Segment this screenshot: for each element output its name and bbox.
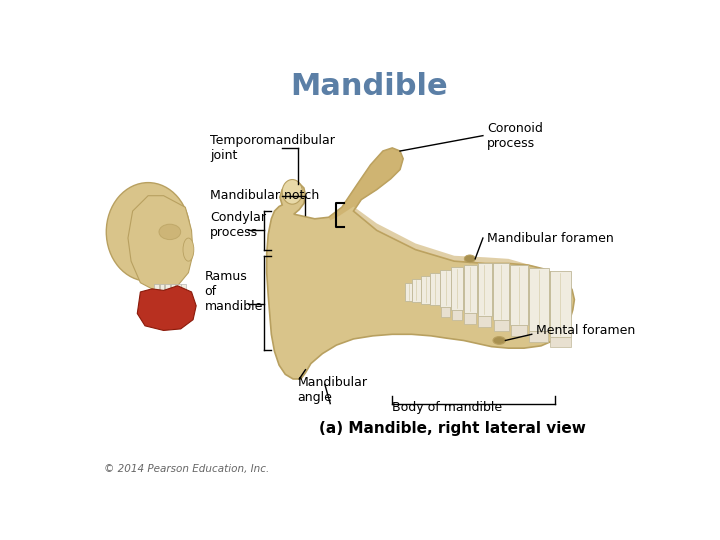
- Text: Mandible: Mandible: [290, 72, 448, 101]
- Bar: [510, 265, 528, 325]
- Text: Coronoid
process: Coronoid process: [487, 122, 543, 150]
- Polygon shape: [266, 148, 575, 379]
- Ellipse shape: [159, 224, 181, 240]
- Ellipse shape: [464, 255, 475, 262]
- Bar: [154, 284, 159, 292]
- Text: Body of mandible: Body of mandible: [392, 401, 503, 414]
- Ellipse shape: [183, 238, 194, 261]
- Polygon shape: [138, 286, 196, 330]
- Bar: [478, 316, 492, 327]
- Bar: [165, 284, 170, 292]
- Bar: [494, 320, 508, 331]
- Bar: [171, 284, 175, 292]
- Bar: [452, 309, 462, 320]
- Bar: [431, 273, 441, 305]
- Ellipse shape: [107, 183, 190, 281]
- Polygon shape: [329, 148, 544, 269]
- Bar: [549, 271, 571, 336]
- Text: Mandibular
angle: Mandibular angle: [297, 376, 368, 404]
- Bar: [413, 279, 421, 302]
- Bar: [405, 283, 413, 301]
- Text: Mandibular foramen: Mandibular foramen: [487, 232, 613, 245]
- Bar: [441, 307, 451, 318]
- Text: Ramus
of
mandible: Ramus of mandible: [204, 271, 263, 313]
- Text: Temporomandibular
joint: Temporomandibular joint: [210, 134, 335, 162]
- Bar: [510, 325, 527, 336]
- Text: Mandibular notch: Mandibular notch: [210, 189, 320, 202]
- Bar: [464, 313, 476, 323]
- Polygon shape: [128, 195, 193, 291]
- Bar: [477, 264, 492, 316]
- Bar: [421, 276, 431, 303]
- Bar: [160, 284, 164, 292]
- Bar: [464, 265, 477, 313]
- Bar: [493, 264, 509, 320]
- Text: Condylar
process: Condylar process: [210, 211, 266, 239]
- Bar: [528, 268, 549, 331]
- Bar: [529, 331, 548, 342]
- Bar: [181, 284, 186, 292]
- Ellipse shape: [493, 336, 505, 345]
- Text: Mental foramen: Mental foramen: [536, 324, 635, 337]
- Bar: [176, 284, 181, 292]
- Text: © 2014 Pearson Education, Inc.: © 2014 Pearson Education, Inc.: [104, 464, 269, 474]
- Bar: [441, 269, 451, 307]
- Bar: [451, 267, 463, 309]
- Text: (a) Mandible, right lateral view: (a) Mandible, right lateral view: [319, 421, 585, 436]
- Bar: [550, 336, 570, 347]
- Ellipse shape: [282, 179, 302, 204]
